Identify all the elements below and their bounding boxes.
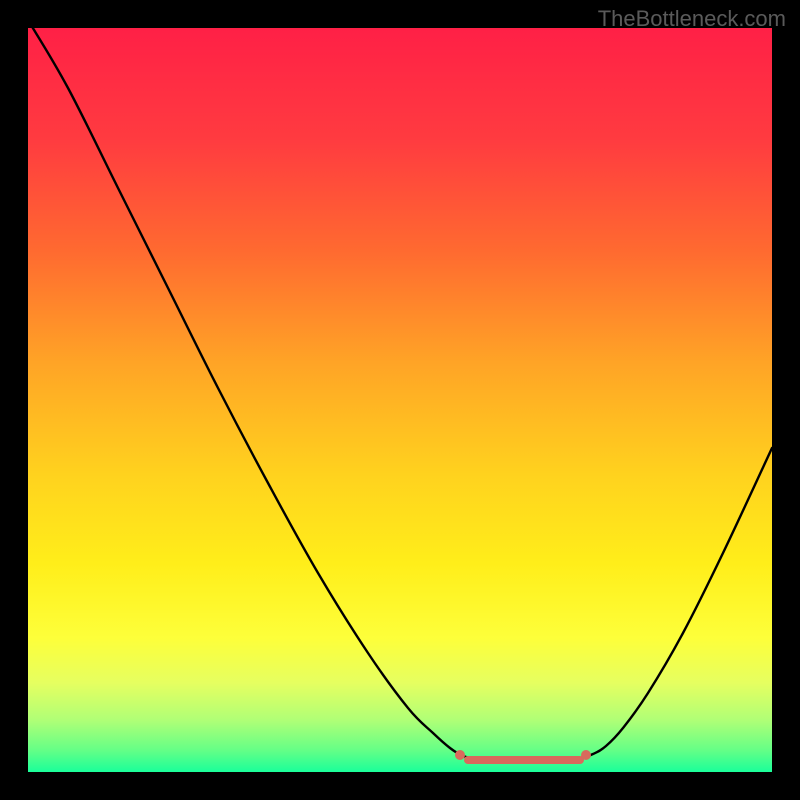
- marker-left: [455, 750, 465, 760]
- marker-right: [581, 750, 591, 760]
- curve-path: [28, 28, 772, 760]
- bottleneck-curve: [28, 28, 772, 772]
- watermark-text: TheBottleneck.com: [598, 6, 786, 32]
- plot-area: [28, 28, 772, 772]
